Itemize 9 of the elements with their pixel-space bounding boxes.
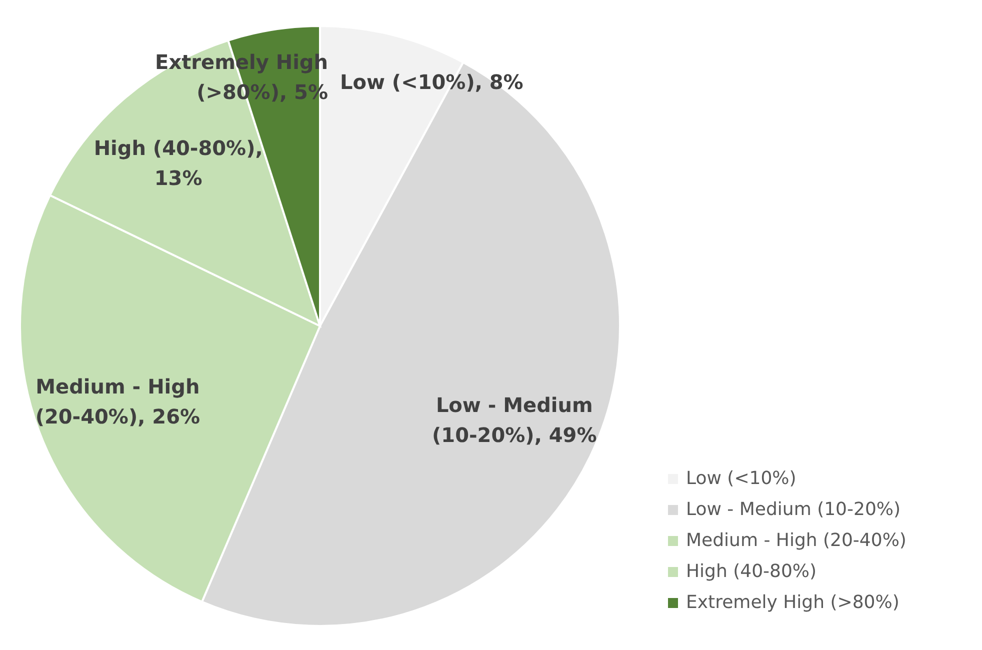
legend-label: Medium - High (20-40%) bbox=[686, 529, 906, 553]
legend-label: Extremely High (>80%) bbox=[686, 591, 900, 615]
legend-label: Low - Medium (10-20%) bbox=[686, 498, 901, 522]
data-label: High (40-80%), 13% bbox=[94, 136, 263, 190]
data-label: Low (<10%), 8% bbox=[340, 70, 524, 94]
legend-label: High (40-80%) bbox=[686, 560, 817, 584]
data-label: Medium - High (20-40%), 26% bbox=[35, 374, 200, 429]
data-label: Low - Medium (10-20%), 49% bbox=[432, 393, 597, 448]
legend-label: Low (<10%) bbox=[686, 467, 796, 491]
